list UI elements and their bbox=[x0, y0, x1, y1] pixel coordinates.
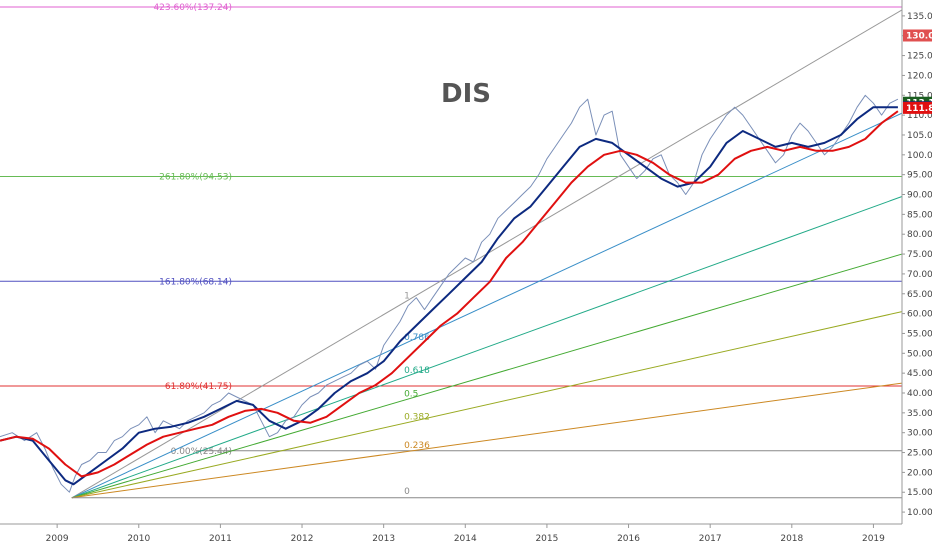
x-tick-label: 2013 bbox=[372, 534, 395, 544]
fan-label: 0.618 bbox=[404, 366, 430, 376]
x-tick-label: 2010 bbox=[127, 534, 150, 544]
fan-label: 0.5 bbox=[404, 389, 418, 399]
x-tick-label: 2009 bbox=[46, 534, 69, 544]
x-tick-label: 2012 bbox=[291, 534, 314, 544]
fan-label: 0.236 bbox=[404, 441, 430, 451]
fib-level-label: 61.80%(41.75) bbox=[165, 382, 232, 392]
price-tag-bg bbox=[903, 29, 932, 42]
y-tick-label: 65.00 bbox=[907, 290, 932, 300]
y-tick-label: 55.00 bbox=[907, 329, 932, 339]
series-line bbox=[0, 94, 899, 493]
y-tick-label: 50.00 bbox=[907, 349, 932, 359]
x-tick-label: 2011 bbox=[209, 534, 232, 544]
fib-level-label: 161.80%(68.14) bbox=[159, 277, 232, 287]
series-line bbox=[0, 106, 898, 486]
y-tick-label: 70.00 bbox=[907, 270, 932, 280]
price-axis-background bbox=[902, 0, 932, 524]
y-tick-label: 85.00 bbox=[907, 210, 932, 220]
fan-line bbox=[71, 311, 903, 499]
y-tick-label: 20.00 bbox=[907, 468, 932, 478]
fan-line bbox=[71, 196, 903, 499]
y-tick-label: 90.00 bbox=[907, 191, 932, 201]
y-tick-label: 30.00 bbox=[907, 429, 932, 439]
y-tick-label: 10.00 bbox=[907, 508, 932, 518]
time-axis-background bbox=[0, 524, 932, 550]
fan-line bbox=[71, 253, 903, 499]
plot-background bbox=[0, 0, 902, 524]
price-tags: 130.06113.12111.99111.83 bbox=[903, 29, 932, 114]
chart-title: DIS bbox=[441, 79, 491, 109]
price-series bbox=[0, 94, 899, 493]
price-tag-bg bbox=[903, 101, 932, 114]
fan-line bbox=[71, 112, 903, 499]
y-tick-label: 125.00 bbox=[907, 52, 932, 62]
y-tick-label: 60.00 bbox=[907, 310, 932, 320]
x-tick-label: 2017 bbox=[699, 534, 722, 544]
fib-level-label: 261.80%(94.53) bbox=[159, 173, 232, 183]
fan-label: 1 bbox=[404, 292, 410, 302]
price-tag: 130.06 bbox=[903, 29, 932, 42]
x-tick-label: 2019 bbox=[862, 534, 885, 544]
x-tick-label: 2015 bbox=[535, 534, 558, 544]
y-tick-label: 15.00 bbox=[907, 488, 932, 498]
fib-level-label: 0.00%(25.44) bbox=[171, 447, 232, 457]
y-tick-label: 110.00 bbox=[907, 111, 932, 121]
y-tick-label: 80.00 bbox=[907, 230, 932, 240]
x-tick-label: 2014 bbox=[454, 534, 477, 544]
y-tick-label: 100.00 bbox=[907, 151, 932, 161]
y-tick-label: 75.00 bbox=[907, 250, 932, 260]
y-tick-label: 115.00 bbox=[907, 91, 932, 101]
time-axis[interactable]: 2009 2010 2011 2012 2013 2014 2015 2016 2017 2018… bbox=[46, 524, 885, 544]
y-tick-label: 40.00 bbox=[907, 389, 932, 399]
price-tag: 111.83 bbox=[903, 101, 932, 114]
price-tag-label: 111.83 bbox=[906, 104, 932, 114]
y-tick-label: 120.00 bbox=[907, 71, 932, 81]
price-tag-label: 130.06 bbox=[906, 31, 932, 41]
y-tick-label: 105.00 bbox=[907, 131, 932, 141]
fan-line bbox=[71, 382, 903, 499]
y-tick-label: 45.00 bbox=[907, 369, 932, 379]
price-axis[interactable]: 10.00 15.00 20.00 25.00 30.00 35.00 40.00 45.00… bbox=[902, 12, 932, 518]
y-tick-label: 35.00 bbox=[907, 409, 932, 419]
fan-label: 0 bbox=[404, 487, 410, 497]
series-line bbox=[0, 110, 899, 478]
x-tick-label: 2018 bbox=[780, 534, 803, 544]
fan-label: 0.786 bbox=[404, 333, 430, 343]
x-tick-label: 2016 bbox=[617, 534, 640, 544]
y-tick-label: 135.00 bbox=[907, 12, 932, 22]
y-tick-label: 25.00 bbox=[907, 449, 932, 459]
fib-extension-levels: 423.60%(137.24) 261.80%(94.53) 161.80%(68.… bbox=[0, 3, 902, 457]
fib-level-label: 423.60%(137.24) bbox=[153, 3, 232, 13]
fan-label: 0.382 bbox=[404, 412, 430, 422]
y-tick-label: 95.00 bbox=[907, 171, 932, 181]
